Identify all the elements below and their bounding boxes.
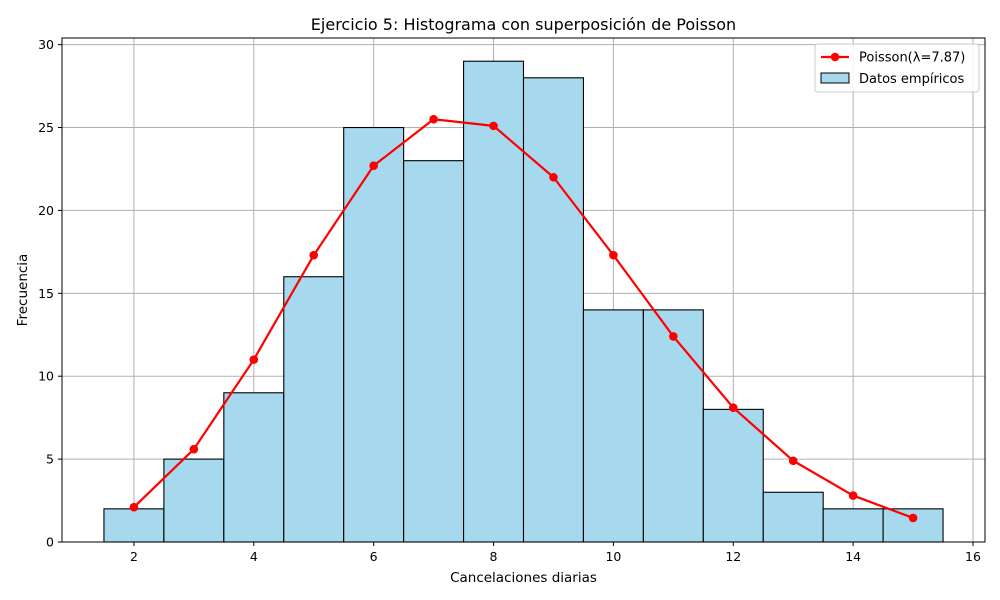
y-tick-label: 25 [38, 120, 54, 135]
legend: Poisson(λ=7.87) Datos empíricos [814, 43, 980, 93]
histogram-bar [343, 126, 405, 543]
histogram-bar [283, 276, 345, 543]
poisson-point [309, 250, 319, 260]
chart-title: Ejercicio 5: Histograma con superposició… [311, 15, 736, 34]
histogram-bar [702, 408, 764, 543]
histogram-bar [642, 309, 704, 543]
histogram-bar [582, 309, 644, 543]
histogram-bar [822, 508, 884, 543]
legend-poisson-marker [830, 52, 840, 62]
x-tick-label: 10 [605, 549, 621, 564]
legend-histogram-label: Datos empíricos [859, 72, 965, 87]
x-axis-label: Cancelaciones diarias [450, 570, 597, 586]
histogram-bar [463, 60, 525, 543]
histogram-bar [223, 392, 285, 543]
y-tick-label: 5 [46, 452, 54, 467]
histogram-bar [103, 508, 165, 543]
x-ticks: 2 4 6 8 10 12 14 16 [130, 542, 981, 564]
histogram-bar [762, 491, 824, 543]
legend-histogram-swatch [820, 72, 850, 84]
poisson-point [669, 332, 678, 341]
y-axis-label: Frecuencia [15, 254, 31, 327]
y-tick-label: 30 [38, 37, 54, 52]
y-tick-label: 0 [46, 535, 54, 550]
histogram-bar [403, 160, 465, 543]
x-tick-label: 16 [965, 549, 981, 564]
poisson-point [189, 444, 199, 454]
x-tick-label: 12 [725, 549, 741, 564]
poisson-point [549, 172, 558, 182]
legend-frame [814, 43, 980, 93]
y-tick-label: 10 [38, 369, 54, 384]
histogram-bars [103, 60, 944, 543]
y-tick-label: 15 [38, 286, 54, 301]
poisson-point [609, 250, 618, 260]
poisson-line [129, 114, 918, 523]
histogram-bar [522, 77, 584, 543]
x-tick-label: 8 [490, 549, 498, 564]
poisson-point [728, 403, 738, 413]
histogram-bar [163, 458, 225, 543]
x-tick-label: 4 [250, 549, 258, 564]
poisson-point [908, 513, 918, 523]
x-tick-label: 2 [130, 549, 138, 564]
poisson-point [369, 161, 378, 170]
poisson-point [489, 121, 498, 131]
poisson-point [249, 355, 259, 364]
poisson-point [429, 114, 438, 124]
poisson-point [848, 491, 858, 500]
legend-poisson-label: Poisson(λ=7.87) [859, 51, 965, 66]
poisson-point [788, 456, 798, 466]
y-ticks: 0 5 10 15 20 25 30 [38, 37, 62, 550]
poisson-point [129, 502, 139, 512]
x-tick-label: 6 [370, 549, 378, 564]
x-tick-label: 14 [845, 549, 861, 564]
y-tick-label: 20 [38, 203, 54, 218]
poisson-series-line [133, 118, 914, 519]
plot-frame [61, 37, 986, 543]
